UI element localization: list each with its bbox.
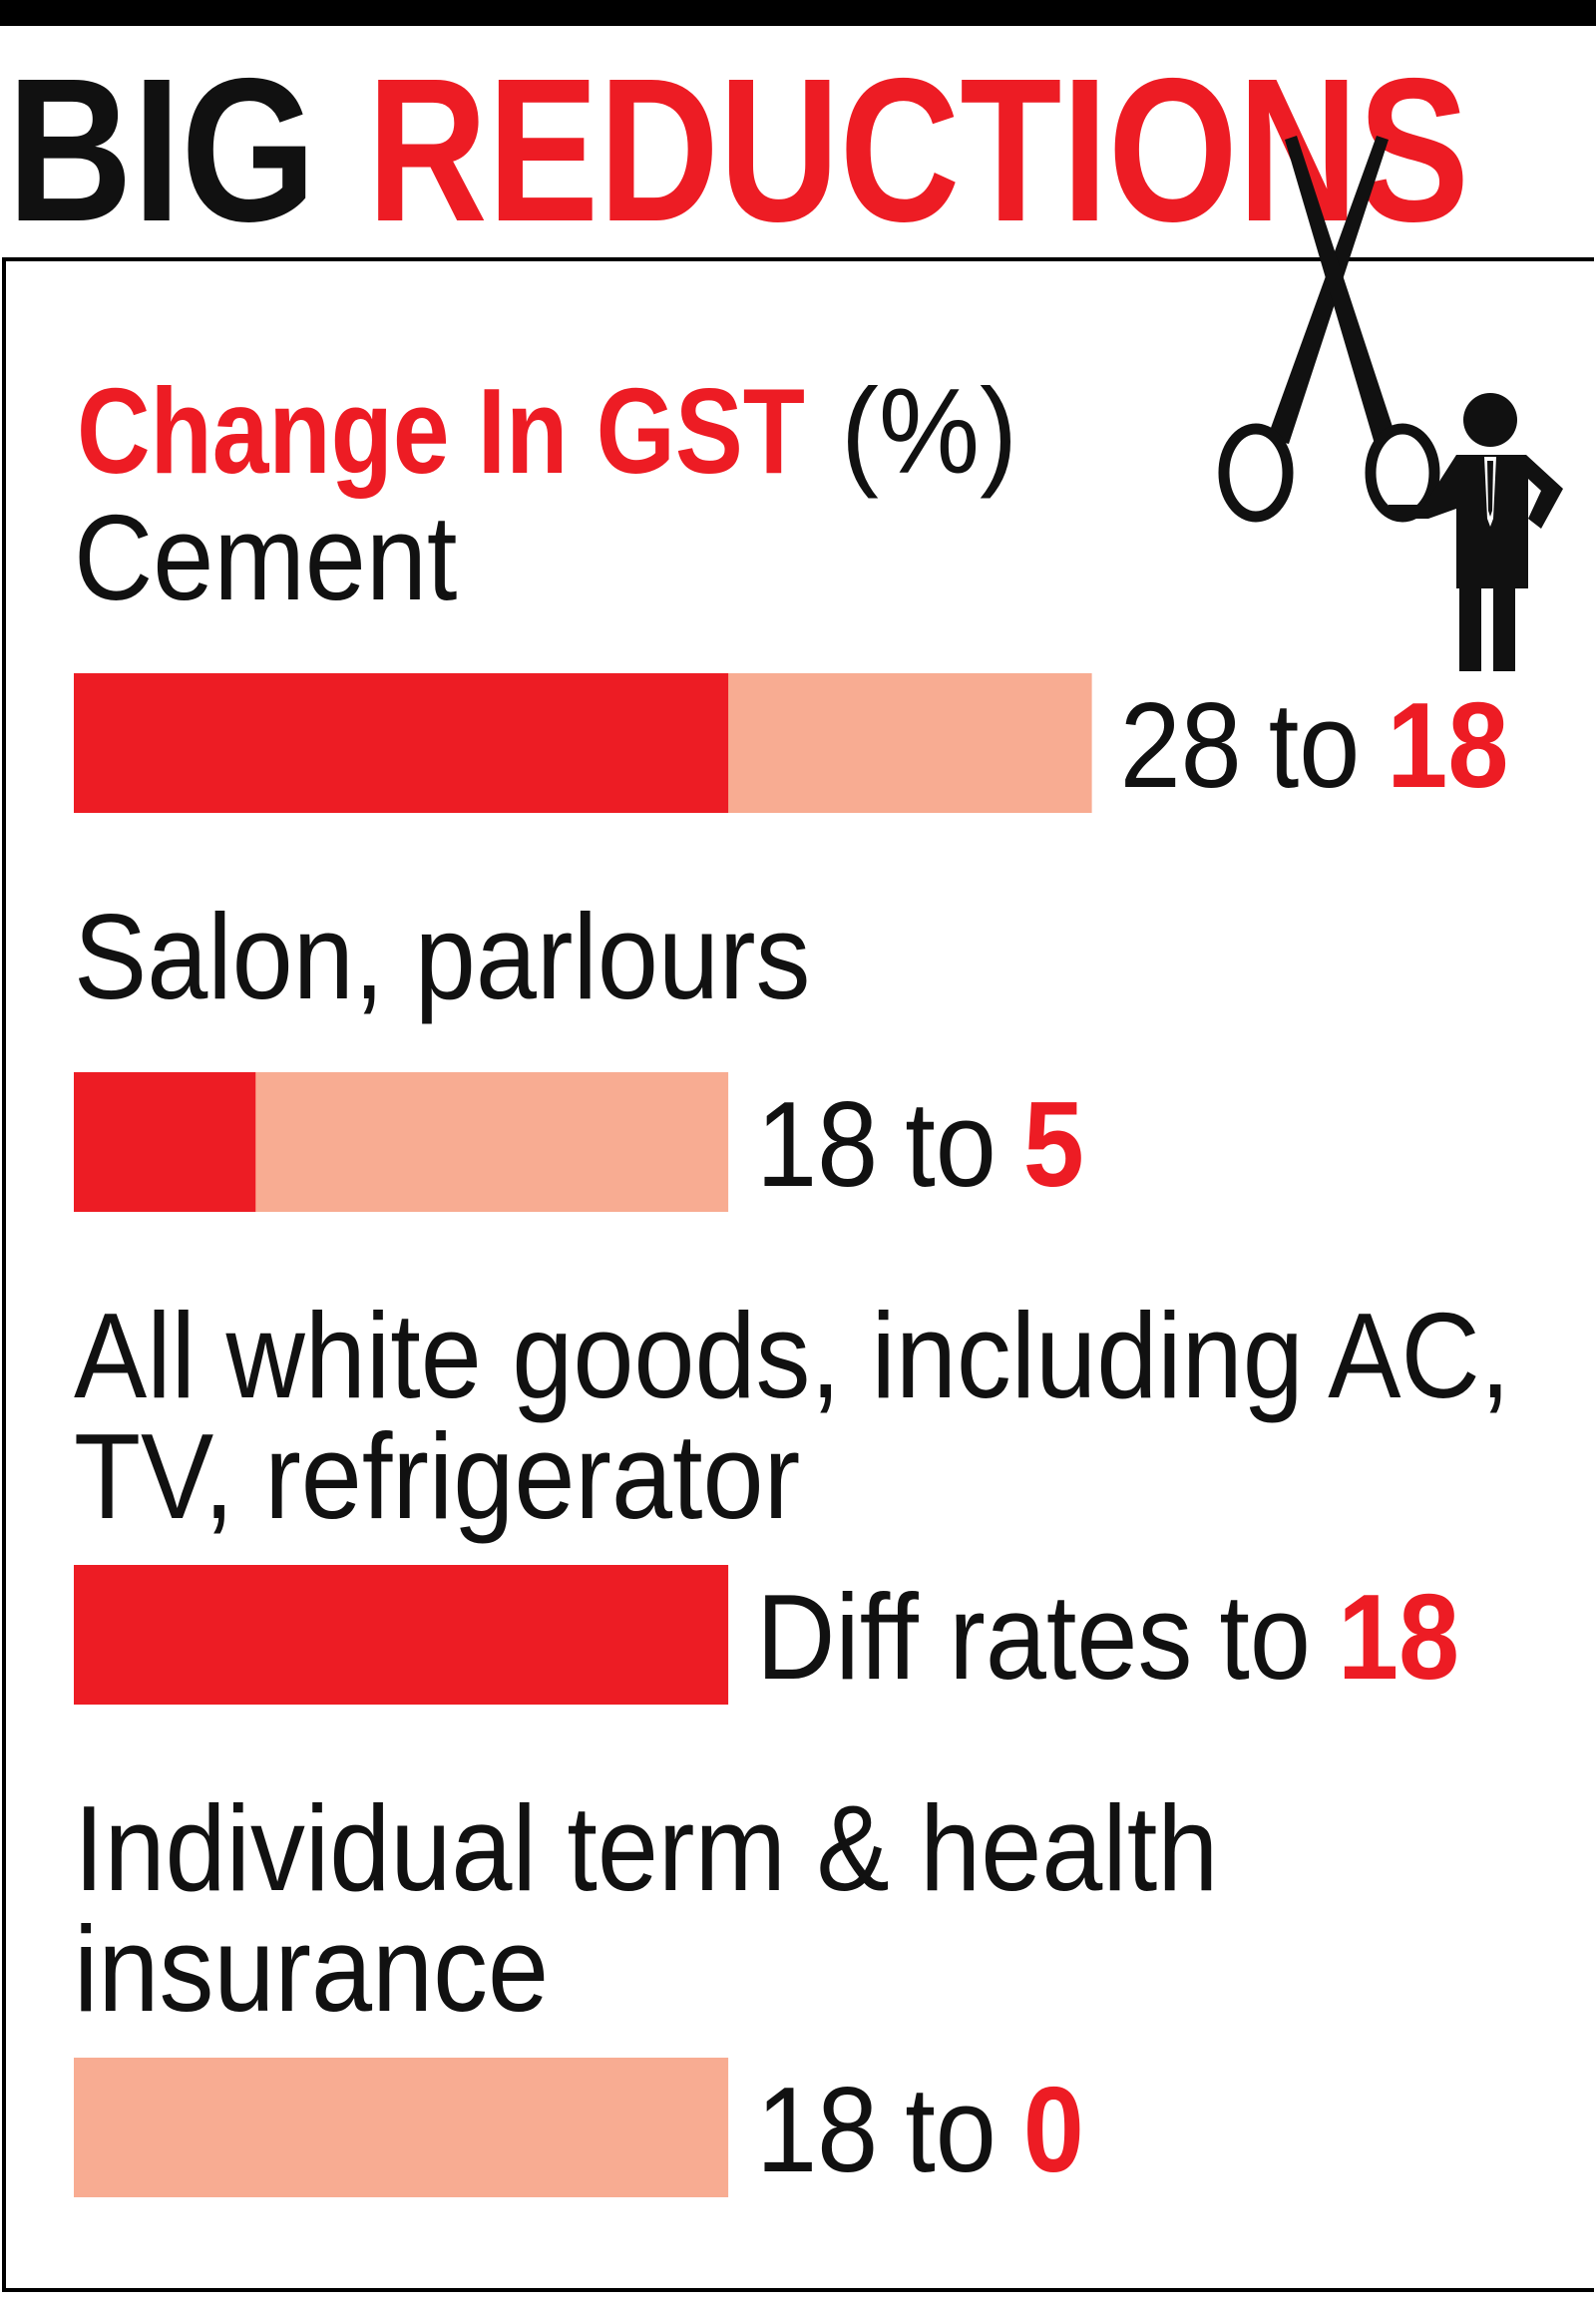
connector-label: to xyxy=(1269,677,1361,814)
value-label: Diff rates to 18 xyxy=(756,1569,1459,1706)
value-label-group: 28 to 18 xyxy=(1120,677,1509,814)
category-group: Salon, parlours xyxy=(74,889,810,1025)
label-line: Cement xyxy=(74,490,457,626)
category-label: Cement xyxy=(74,490,457,626)
category-label: All white goods, including AC, TV, refri… xyxy=(74,1288,1541,1545)
category-group: Cement xyxy=(74,490,457,626)
connector-label: to xyxy=(1219,1569,1311,1706)
label-line: Salon, parlours xyxy=(74,889,810,1025)
value-label-group: 18 to 5 xyxy=(756,1076,1084,1213)
value-label: 18 to 5 xyxy=(756,1076,1084,1213)
old-value-label: 18 xyxy=(756,2062,878,2198)
new-value-label: 18 xyxy=(1387,677,1508,814)
label-line: insurance xyxy=(74,1901,549,2038)
connector-label: to xyxy=(905,1076,997,1213)
connector-label: to xyxy=(905,2062,997,2198)
category-label: Individual term & health insurance xyxy=(74,1780,1249,2038)
value-label: 28 to 18 xyxy=(1120,677,1509,814)
subtitle: Change In GST xyxy=(77,363,805,499)
man-icon xyxy=(1389,393,1563,671)
unit-label: (%) xyxy=(841,363,1017,499)
old-value-label: 18 xyxy=(756,1076,878,1213)
bar-old xyxy=(74,2058,729,2197)
new-value-label: 5 xyxy=(1023,1076,1084,1213)
label-line: TV, refrigerator xyxy=(74,1408,800,1545)
old-value-label: Diff rates xyxy=(756,1569,1192,1706)
scissors-icon xyxy=(1218,136,1440,523)
bar-new xyxy=(74,1072,256,1212)
top-rule xyxy=(0,0,1596,26)
label-line: Individual term & health xyxy=(74,1780,1249,1917)
value-label: 18 to 0 xyxy=(756,2062,1084,2198)
new-value-label: 0 xyxy=(1023,2062,1084,2198)
category-group: Individual term & health insurance xyxy=(74,1780,1249,2038)
chart-title: BIG xyxy=(7,36,316,264)
value-label-group: 18 to 0 xyxy=(756,2062,1084,2198)
chart-title-highlight: REDUCTIONS xyxy=(367,36,1469,264)
category-group: All white goods, including AC, TV, refri… xyxy=(74,1288,1541,1545)
value-label-group: Diff rates to 18 xyxy=(756,1569,1459,1706)
bar-new xyxy=(74,1565,729,1705)
label-line: All white goods, including AC, xyxy=(74,1288,1541,1424)
category-label: Salon, parlours xyxy=(74,889,810,1025)
bar-new xyxy=(74,673,729,813)
new-value-label: 18 xyxy=(1338,1569,1459,1706)
old-value-label: 28 xyxy=(1120,677,1242,814)
